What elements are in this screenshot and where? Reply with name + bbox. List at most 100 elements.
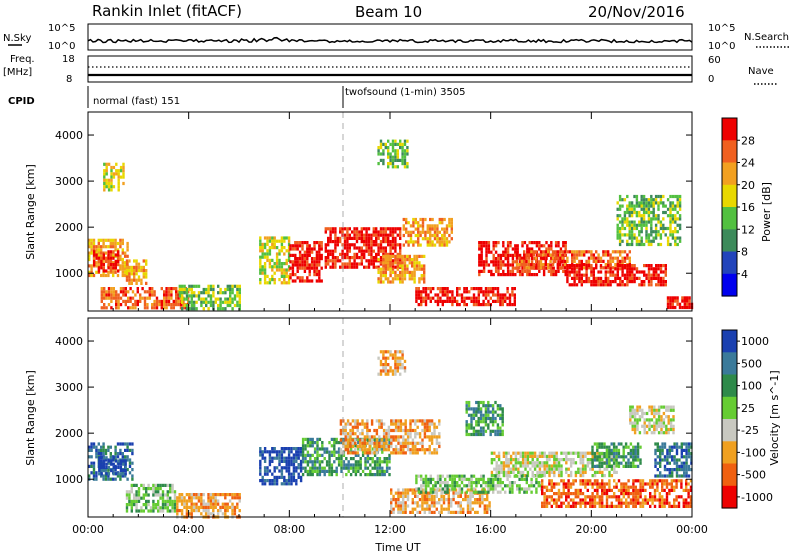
heatmap-cell — [424, 233, 427, 238]
heatmap-cell — [388, 441, 391, 445]
heatmap-cell — [391, 277, 395, 281]
heatmap-cell — [263, 236, 267, 240]
heatmap-cell — [676, 223, 679, 227]
heatmap-cell — [630, 207, 634, 211]
heatmap-cell — [429, 290, 432, 294]
heatmap-cell — [426, 243, 429, 247]
heatmap-cell — [650, 230, 653, 234]
heatmap-cell — [271, 456, 274, 460]
heatmap-cell — [344, 438, 347, 442]
heatmap-cell — [205, 300, 208, 304]
heatmap-cell — [560, 467, 563, 471]
heatmap-cell — [409, 441, 412, 445]
heatmap-cell — [553, 485, 556, 489]
heatmap-cell — [584, 482, 587, 486]
heatmap-cell — [327, 236, 330, 240]
heatmap-cell — [394, 227, 397, 231]
heatmap-cell — [575, 270, 579, 274]
heatmap-cell — [373, 437, 377, 441]
heatmap-cell — [411, 491, 414, 495]
heatmap-cell — [504, 299, 507, 303]
heatmap-cell — [100, 306, 103, 310]
heatmap-cell — [628, 201, 631, 205]
heatmap-cell — [421, 227, 425, 231]
heatmap-cell — [429, 240, 432, 244]
heatmap-cell — [640, 201, 643, 205]
heatmap-cell — [287, 456, 291, 460]
heatmap-cell — [216, 509, 220, 513]
heatmap-cell — [623, 273, 627, 277]
heatmap-cell — [290, 450, 293, 454]
heatmap-cell — [135, 509, 138, 513]
heatmap-cell — [121, 442, 124, 446]
heatmap-cell — [263, 252, 267, 256]
heatmap-cell — [394, 422, 398, 426]
heatmap-cell — [630, 230, 634, 234]
heatmap-cell — [521, 273, 524, 277]
heatmap-cell — [650, 273, 653, 277]
nsky-trace — [87, 36, 693, 44]
heatmap-cell — [511, 247, 515, 251]
heatmap-cell — [404, 419, 407, 423]
heatmap-cell — [367, 259, 371, 263]
heatmap-cell — [140, 265, 143, 269]
heatmap-cell — [157, 506, 160, 510]
heatmap-cell — [285, 249, 288, 253]
heatmap-cell — [676, 217, 679, 221]
heatmap-cell — [497, 263, 500, 267]
heatmap-cell — [324, 259, 327, 263]
heatmap-cell — [616, 270, 619, 274]
heatmap-cell — [507, 451, 510, 455]
heatmap-cell — [340, 441, 343, 445]
heatmap-cell — [402, 227, 405, 231]
heatmap-cell — [545, 461, 549, 465]
heatmap-cell — [380, 438, 383, 442]
heatmap-cell — [88, 448, 91, 452]
heatmap-cell — [539, 253, 543, 257]
heatmap-cell — [578, 273, 581, 277]
heatmap-cell — [415, 287, 418, 291]
heatmap-cell — [440, 510, 443, 514]
heatmap-cell — [557, 461, 561, 465]
heatmap-cell — [657, 201, 660, 205]
heatmap-cell — [669, 194, 672, 199]
heatmap-cell — [200, 291, 203, 295]
heatmap-cell — [148, 296, 151, 300]
heatmap-cell — [447, 510, 450, 514]
heatmap-cell — [433, 498, 436, 502]
heatmap-cell — [280, 453, 284, 457]
heatmap-cell — [124, 251, 127, 255]
heatmap-cell — [604, 283, 607, 287]
heatmap-cell — [657, 233, 660, 237]
heatmap-cell — [545, 241, 548, 245]
heatmap-cell — [190, 502, 193, 506]
heatmap-cell — [628, 223, 631, 227]
heatmap-cell — [379, 277, 383, 281]
heatmap-cell — [634, 504, 637, 508]
heatmap-cell — [616, 223, 619, 227]
heatmap-cell — [531, 458, 534, 462]
heatmap-cell — [509, 253, 512, 257]
heatmap-cell — [487, 269, 491, 273]
heatmap-cell — [341, 230, 344, 234]
heatmap-cell — [654, 223, 658, 227]
heatmap-cell — [399, 270, 402, 274]
heatmap-cell — [397, 428, 400, 433]
heatmap-cell — [389, 158, 392, 162]
heatmap-cell — [535, 266, 538, 270]
heatmap-cell — [441, 287, 444, 291]
heatmap-cell — [131, 468, 134, 472]
heatmap-cell — [95, 248, 98, 252]
heatmap-cell — [538, 470, 542, 474]
heatmap-cell — [475, 477, 478, 481]
heatmap-cell — [100, 445, 103, 449]
heatmap-cell — [541, 492, 544, 496]
heatmap-cell — [382, 448, 386, 452]
heatmap-cell — [283, 262, 286, 266]
heatmap-cell — [489, 477, 492, 481]
heatmap-cell — [488, 504, 491, 508]
heatmap-cell — [112, 175, 116, 179]
heatmap-cell — [263, 479, 267, 483]
heatmap-cell — [163, 306, 166, 310]
heatmap-cell — [320, 279, 323, 283]
